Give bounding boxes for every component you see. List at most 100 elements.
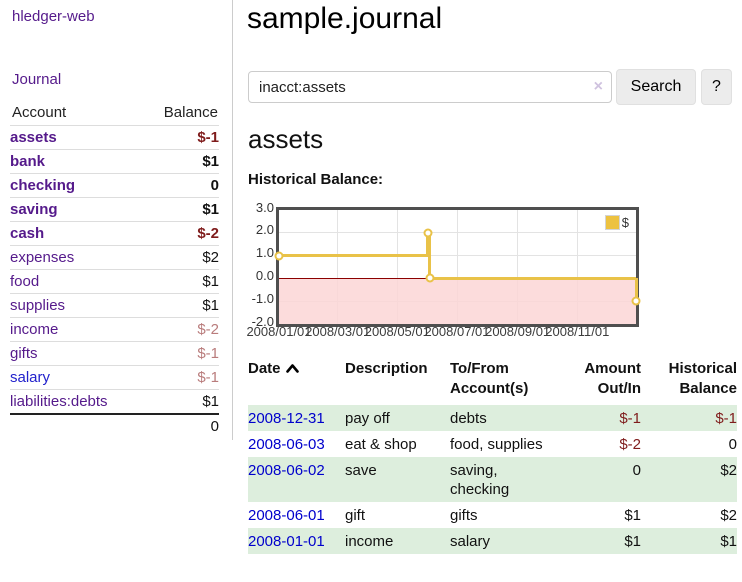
- sidebar-account-link[interactable]: food: [10, 273, 39, 290]
- account-row: expenses$2: [10, 246, 219, 270]
- transaction-description-cell: gift: [345, 502, 450, 528]
- account-row: bank$1: [10, 150, 219, 174]
- accounts-total-row: 0: [10, 414, 219, 438]
- line-segment: [279, 254, 428, 257]
- sidebar-account-link[interactable]: salary: [10, 369, 50, 386]
- account-row: gifts $-1: [10, 342, 219, 366]
- sidebar-account-link[interactable]: expenses: [10, 249, 74, 266]
- transaction-row: 2008-01-01 incomesalary $1 $1: [248, 528, 737, 554]
- register-column-header: To/From Account(s): [450, 359, 569, 405]
- sidebar-account-link[interactable]: cash: [10, 225, 44, 242]
- transaction-balance-cell: $-1: [641, 405, 737, 431]
- sidebar-accounts-table: Account Balance assets$-1bank$1checking0…: [10, 101, 219, 438]
- x-axis-tick-label: 2008/11/01: [537, 324, 617, 339]
- register-column-label: Historical Balance: [669, 360, 737, 397]
- legend-label: $: [622, 215, 629, 230]
- balance-column-header: Balance: [142, 101, 219, 126]
- line-segment: [428, 233, 431, 279]
- transaction-amount: 0: [633, 462, 641, 479]
- account-balance: 0: [142, 174, 219, 198]
- transaction-date-cell: 2008-12-31: [248, 405, 345, 431]
- transaction-amount: $1: [624, 533, 641, 550]
- app-title-link[interactable]: hledger-web: [12, 8, 95, 25]
- y-axis-tick-label: 1.0: [248, 246, 274, 259]
- data-point: [425, 274, 434, 283]
- y-axis-tick-label: 3.0: [248, 201, 274, 214]
- help-button[interactable]: ?: [701, 69, 732, 105]
- transaction-amount-cell: $1: [569, 528, 641, 554]
- account-row: food$1: [10, 270, 219, 294]
- account-balance: $-2: [142, 222, 219, 246]
- transaction-date-link[interactable]: 2008-06-02: [248, 462, 325, 479]
- transaction-date-link[interactable]: 2008-12-31: [248, 410, 325, 427]
- account-row: saving $1: [10, 198, 219, 222]
- data-point: [275, 251, 284, 260]
- sidebar-account-link[interactable]: gifts: [10, 345, 38, 362]
- register-column-label: Amount Out/In: [584, 360, 641, 397]
- transaction-amount-cell: $1: [569, 502, 641, 528]
- account-balance: $1: [142, 198, 219, 222]
- sidebar-account-link[interactable]: income: [10, 321, 58, 338]
- sidebar-account-link[interactable]: bank: [10, 153, 45, 170]
- register-column-label: Date: [248, 360, 281, 377]
- chart-legend: $: [603, 214, 631, 231]
- sidebar-item-journal[interactable]: Journal: [12, 71, 61, 88]
- sidebar-account-link[interactable]: assets: [10, 129, 57, 146]
- transaction-balance-cell: $2: [641, 457, 737, 502]
- sidebar-account-link[interactable]: supplies: [10, 297, 65, 314]
- transaction-description: gift: [345, 507, 365, 524]
- transaction-accounts-cell: gifts: [450, 502, 569, 528]
- transaction-amount: $-1: [619, 410, 641, 427]
- transaction-description-cell: pay off: [345, 405, 450, 431]
- register-column-header[interactable]: Date: [248, 359, 345, 405]
- transaction-description: save: [345, 462, 377, 479]
- transaction-row: 2008-06-02 save saving, checking 0$2: [248, 457, 737, 502]
- account-row: supplies $1: [10, 294, 219, 318]
- chart-plot-area: $: [276, 207, 639, 327]
- sidebar-divider: [232, 0, 233, 440]
- y-axis-tick-label: 0.0: [248, 269, 274, 282]
- register-column-label: To/From Account(s): [450, 360, 528, 397]
- data-point: [632, 297, 641, 306]
- account-balance: $-1: [142, 342, 219, 366]
- transaction-description-cell: income: [345, 528, 450, 554]
- negative-region-fill: [279, 278, 636, 324]
- transaction-date-cell: 2008-06-02: [248, 457, 345, 502]
- transaction-row: 2008-12-31 pay offdebts $-1 $-1: [248, 405, 737, 431]
- transaction-accounts: salary: [450, 533, 490, 550]
- search-button[interactable]: Search: [616, 69, 696, 105]
- transaction-accounts-cell: debts: [450, 405, 569, 431]
- transaction-accounts: saving, checking: [450, 462, 509, 498]
- transaction-date-cell: 2008-01-01: [248, 528, 345, 554]
- historical-balance-chart: 3.02.01.00.0-1.0-2.0$2008/01/012008/03/0…: [248, 204, 688, 344]
- transaction-date-link[interactable]: 2008-06-03: [248, 436, 325, 453]
- transaction-date-link[interactable]: 2008-06-01: [248, 507, 325, 524]
- page-title: sample.journal: [247, 2, 442, 36]
- transaction-accounts-cell: salary: [450, 528, 569, 554]
- transaction-description: eat & shop: [345, 436, 417, 453]
- clear-search-icon[interactable]: ×: [594, 78, 603, 96]
- y-axis-tick-label: 2.0: [248, 223, 274, 236]
- transaction-amount: $1: [624, 507, 641, 524]
- register-column-header: Amount Out/In: [569, 359, 641, 405]
- transaction-date-link[interactable]: 2008-01-01: [248, 533, 325, 550]
- y-axis-tick-label: -1.0: [248, 292, 274, 305]
- transaction-accounts: food, supplies: [450, 436, 543, 453]
- sidebar-account-link[interactable]: saving: [10, 201, 58, 218]
- transaction-balance: $1: [720, 533, 737, 550]
- sidebar-account-link[interactable]: liabilities:debts: [10, 393, 108, 410]
- account-balance: $-2: [142, 318, 219, 342]
- sidebar-account-link[interactable]: checking: [10, 177, 75, 194]
- account-row: checking 0: [10, 174, 219, 198]
- transaction-balance: $-1: [715, 410, 737, 427]
- transaction-amount: $-2: [619, 436, 641, 453]
- search-input[interactable]: [248, 71, 612, 103]
- accounts-column-header: Account: [10, 101, 142, 126]
- account-row: assets$-1: [10, 126, 219, 150]
- account-balance: $1: [142, 294, 219, 318]
- account-heading: assets: [248, 124, 323, 155]
- chart-title: Historical Balance:: [248, 171, 383, 188]
- account-balance: $-1: [142, 366, 219, 390]
- transaction-balance-cell: $1: [641, 528, 737, 554]
- legend-swatch-icon: [605, 215, 620, 230]
